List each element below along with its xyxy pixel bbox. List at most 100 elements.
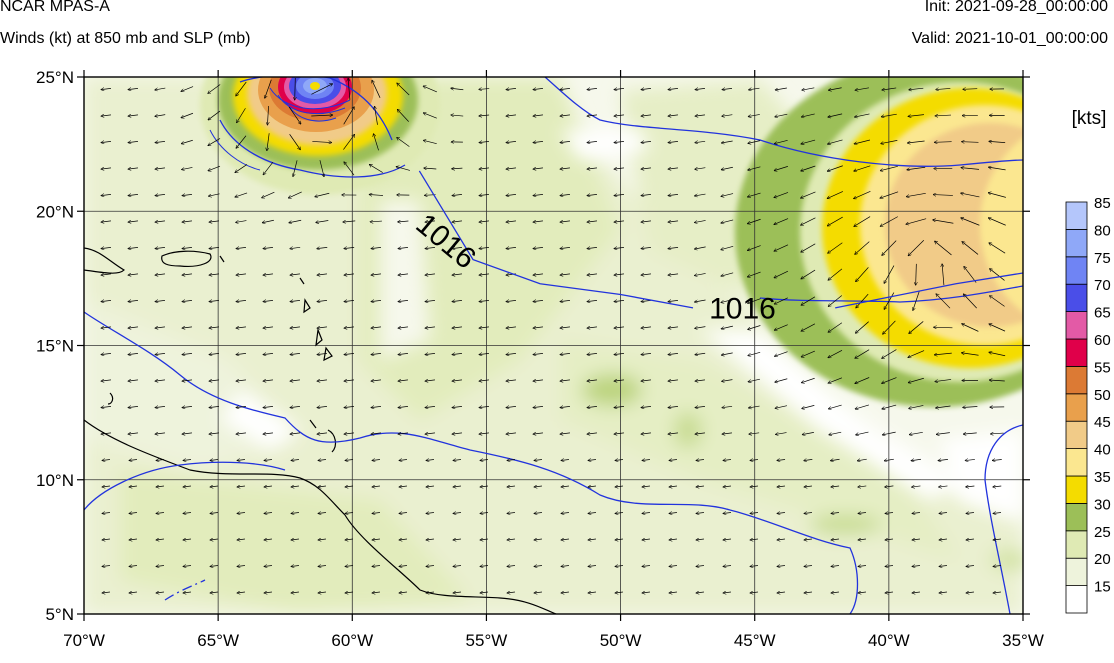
colorbar-box xyxy=(1065,557,1088,587)
wind-vector xyxy=(344,406,355,407)
wind-vector xyxy=(479,89,490,90)
wind-vector xyxy=(858,486,867,487)
wind-vector xyxy=(587,300,598,301)
wind-vector xyxy=(210,566,219,567)
wind-vector xyxy=(669,539,678,540)
wind-vector xyxy=(507,486,516,487)
wind-vector xyxy=(371,353,382,354)
wind-vector xyxy=(909,88,924,90)
wind-vector xyxy=(774,297,788,304)
wind-vector xyxy=(453,513,462,514)
wind-vector xyxy=(560,168,571,169)
wind-vector xyxy=(317,433,328,434)
wind-vector xyxy=(423,113,437,119)
wind-vector xyxy=(533,194,544,195)
wind-vector xyxy=(479,353,490,354)
wind-vector xyxy=(128,274,139,275)
wind-vector xyxy=(507,513,516,514)
wind-vector xyxy=(827,191,844,198)
wind-vector xyxy=(506,221,517,222)
wind-vector xyxy=(614,406,625,407)
wind-vector xyxy=(561,460,570,461)
wind-vector xyxy=(748,378,760,382)
wind-vector xyxy=(934,327,953,328)
wind-vector xyxy=(587,168,598,169)
wind-vector xyxy=(534,592,543,593)
valid-time: Valid: 2021-10-01_00:00:00 xyxy=(911,30,1108,47)
wind-vector xyxy=(425,221,436,222)
wind-vector xyxy=(209,247,220,248)
wind-vector xyxy=(587,194,598,195)
wind-vector xyxy=(880,216,898,227)
wind-vector xyxy=(398,380,409,381)
wind-vector xyxy=(942,264,945,286)
wind-vector xyxy=(561,592,570,593)
colorbar: 15 20 25 30 35 40 45 50 55 60 65 70 75 80 85 xyxy=(1065,195,1111,614)
wind-vector xyxy=(264,513,273,514)
wind-vector xyxy=(236,406,247,407)
wind-vector xyxy=(721,272,734,276)
wind-vector xyxy=(614,353,625,354)
wind-vector xyxy=(182,433,193,434)
wind-vector xyxy=(372,566,381,567)
wind-vector xyxy=(993,539,1002,540)
wind-vector xyxy=(181,139,193,143)
wind-vector xyxy=(855,404,870,409)
x-tick-label: 35°W xyxy=(1002,631,1044,650)
wind-vector xyxy=(128,115,139,116)
wind-vector xyxy=(397,83,410,96)
wind-vector xyxy=(801,217,816,225)
wind-vector xyxy=(155,247,166,248)
wind-vector xyxy=(182,300,193,301)
wind-vector xyxy=(452,221,463,222)
chart-subtitle: Winds (kt) at 850 mb and SLP (mb) xyxy=(0,30,251,47)
wind-vector xyxy=(588,592,597,593)
wind-vector xyxy=(506,88,517,89)
wind-vector xyxy=(989,141,1006,142)
wind-vector xyxy=(801,191,816,198)
wind-vector xyxy=(506,327,517,328)
wind-vector xyxy=(907,140,925,143)
wind-vector xyxy=(263,274,274,275)
wind-vector xyxy=(369,194,383,195)
wind-vector xyxy=(129,460,138,461)
wind-vector xyxy=(722,88,733,89)
wind-vector xyxy=(155,300,166,301)
wind-vector xyxy=(209,353,220,354)
wind-vector xyxy=(183,460,192,461)
wind-vector xyxy=(696,460,705,461)
wind-vector xyxy=(614,221,625,222)
colorbar-label: 55 xyxy=(1094,359,1111,376)
wind-vector xyxy=(291,460,300,461)
wind-vector xyxy=(641,88,652,89)
wind-vector xyxy=(989,296,1005,307)
wind-vector xyxy=(506,300,517,301)
wind-vector xyxy=(479,194,490,195)
colorbar-box xyxy=(1065,475,1088,504)
wind-vector xyxy=(696,539,705,540)
wind-vector xyxy=(295,78,296,100)
wind-vector xyxy=(615,592,624,593)
colorbar-label: 15 xyxy=(1094,579,1111,596)
wind-vector xyxy=(101,327,112,328)
wind-vector xyxy=(855,87,869,90)
colorbar-box xyxy=(1065,530,1088,559)
wind-vector xyxy=(747,271,761,277)
wind-vector xyxy=(101,168,112,169)
wind-vector xyxy=(668,88,679,89)
wind-vector xyxy=(561,513,570,514)
wind-vector xyxy=(723,513,732,514)
wind-vector xyxy=(587,141,598,142)
wind-vector xyxy=(345,513,354,514)
wind-vector xyxy=(102,592,111,593)
wind-vector xyxy=(988,218,1006,226)
wind-vector xyxy=(507,460,516,461)
wind-vector xyxy=(587,115,598,116)
colorbar-label: 40 xyxy=(1094,442,1111,459)
wind-vector xyxy=(696,486,705,487)
wind-vector xyxy=(774,218,789,225)
wind-vector xyxy=(290,300,301,301)
wind-vector xyxy=(882,431,896,435)
wind-vector xyxy=(964,266,977,283)
